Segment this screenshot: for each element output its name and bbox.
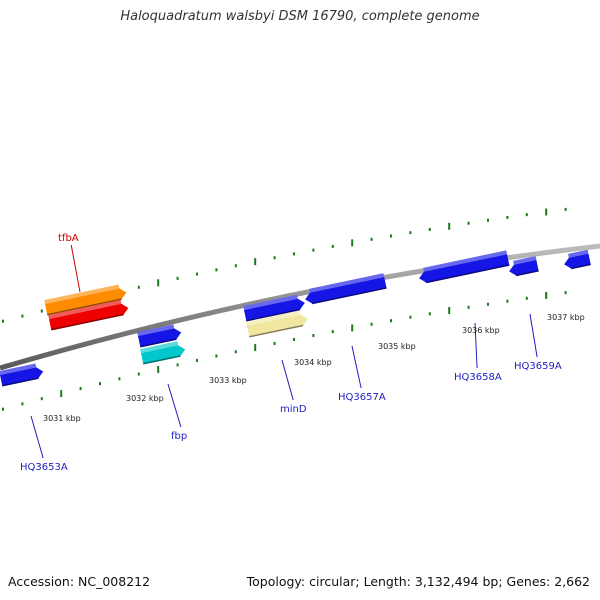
topology-text: Topology: circular; Length: 3,132,494 bp… <box>246 574 590 589</box>
callout-line <box>474 322 478 369</box>
gene-arrow-shadow <box>249 324 304 338</box>
callout-line <box>529 313 538 358</box>
gene-arrow <box>244 298 305 321</box>
gene-arrow-shadow <box>515 270 539 277</box>
gene-label[interactable]: minD <box>280 404 307 415</box>
callout-line <box>30 415 44 459</box>
gene-arrow-shadow <box>570 263 591 270</box>
gene-minD[interactable] <box>246 310 309 338</box>
scale-label: 3032 kbp <box>126 394 164 403</box>
callout-line <box>167 383 182 428</box>
genome-title: Haloquadratum walsbyi DSM 16790, complet… <box>120 9 480 24</box>
callout-line <box>70 244 81 293</box>
gene-arrow-shadow <box>2 377 39 387</box>
gene-arrow-top <box>513 256 537 265</box>
gene-callouts: HQ3653A tfbA fbp minD HQ3657A HQ3658A HQ3659A <box>20 233 562 473</box>
gene-arrow-shadow <box>425 264 510 284</box>
gene-arrow <box>305 277 387 304</box>
gene-arrow <box>138 328 182 347</box>
gene-arrow <box>49 303 129 330</box>
gene-arrow <box>141 345 186 364</box>
gene-label[interactable]: HQ3659A <box>514 361 562 372</box>
gene-HQ3660[interactable] <box>562 249 591 270</box>
gene-arrow-top <box>309 273 385 293</box>
scale-label: 3035 kbp <box>378 342 416 351</box>
gene-HQ3654[interactable] <box>137 323 182 348</box>
gene-HQ3653A[interactable] <box>0 362 44 387</box>
scale-label: 3033 kbp <box>209 376 247 385</box>
gene-HQ3659A[interactable] <box>507 256 539 277</box>
gene-arrow <box>564 253 591 269</box>
genes-layer <box>0 249 591 387</box>
scale-label: 3037 kbp <box>547 313 585 322</box>
gene-tfbA-2[interactable] <box>48 299 129 331</box>
gene-arrow-shadow <box>246 308 301 322</box>
gene-arrow-shadow <box>140 338 177 348</box>
gene-arrow <box>247 314 308 337</box>
gene-label[interactable]: HQ3657A <box>338 392 386 403</box>
scale-label: 3036 kbp <box>462 326 500 335</box>
callout-line <box>281 359 294 401</box>
gene-arrow <box>45 288 127 315</box>
gene-label[interactable]: fbp <box>171 431 187 442</box>
gene-fbp[interactable] <box>140 340 186 365</box>
gene-arrow-shadow <box>311 287 387 305</box>
scale-label: 3034 kbp <box>294 358 332 367</box>
gene-arrow-top <box>44 284 120 304</box>
genome-backbone <box>0 243 600 371</box>
gene-arrow-shadow <box>51 313 124 331</box>
gene-HQ3658A[interactable] <box>417 250 510 284</box>
gene-arrow-top <box>568 249 589 258</box>
gene-label[interactable]: HQ3658A <box>454 372 502 383</box>
callout-line <box>351 345 362 389</box>
gene-arrow-top <box>243 294 298 310</box>
gene-HQ3656[interactable] <box>243 294 306 322</box>
gene-label[interactable]: tfbA <box>58 233 79 244</box>
scale-labels: 3031 kbp 3032 kbp 3033 kbp 3034 kbp 3035 kbp… <box>43 313 585 423</box>
gene-HQ3657A[interactable] <box>303 273 387 305</box>
gene-tfbA[interactable] <box>44 283 127 316</box>
lower-tick-track <box>2 291 567 411</box>
gene-arrow-shadow <box>143 355 181 365</box>
gene-label[interactable]: HQ3653A <box>20 462 68 473</box>
gene-arrow-top <box>423 250 508 272</box>
gene-arrow-shadow <box>47 298 122 316</box>
gene-arrow <box>419 254 510 283</box>
scale-label: 3031 kbp <box>43 414 81 423</box>
gene-arrow-top <box>48 299 122 319</box>
accession-text: Accession: NC_008212 <box>8 574 151 589</box>
gene-arrow-top <box>140 341 179 353</box>
gene-arrow-top <box>0 363 37 375</box>
gene-arrow-top <box>246 310 301 326</box>
gene-arrow-top <box>137 324 175 336</box>
gene-arrow <box>0 367 44 386</box>
